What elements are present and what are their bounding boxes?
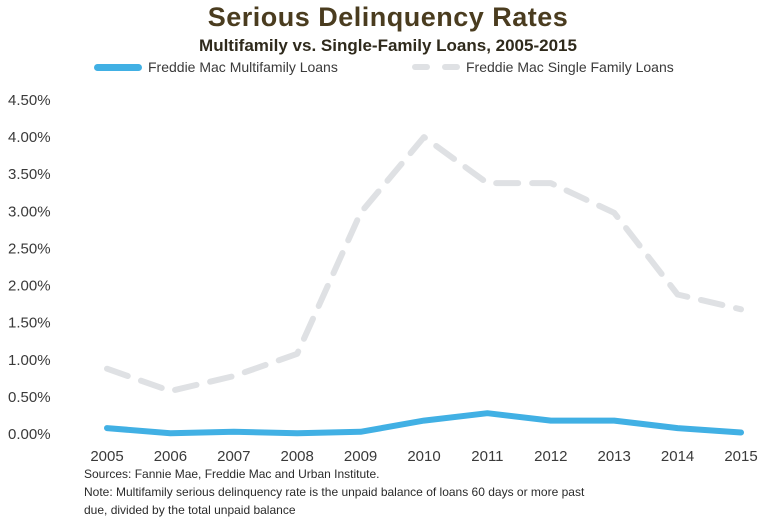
chart-title: Serious Delinquency Rates [207,2,569,32]
x-tick-label: 2011 [471,448,503,465]
series-line-single-family [104,134,744,394]
y-tick-label: 0.00% [8,426,51,443]
x-tick-label: 2007 [217,448,250,465]
x-tick-label: 2006 [154,448,187,465]
legend-item-multifamily: Freddie Mac Multifamily Loans [94,57,338,77]
y-tick-label: 3.50% [8,166,51,183]
x-tick-label: 2015 [724,448,757,465]
x-tick-label: 2012 [534,448,567,465]
y-tick-label: 4.50% [8,92,51,109]
x-tick-label: 2008 [281,448,314,465]
legend-swatch-multifamily [94,63,142,71]
y-tick-label: 2.00% [8,278,51,295]
y-tick-label: 2.50% [8,240,51,257]
series-line-multifamily [104,410,744,437]
chart-subtitle: Multifamily vs. Single-Family Loans, 200… [199,36,577,55]
definition-note-line-1: Note: Multifamily serious delinquency ra… [84,485,585,499]
y-tick-label: 3.00% [8,203,51,220]
y-tick-label: 4.00% [8,129,51,146]
legend-label-single-family: Freddie Mac Single Family Loans [466,59,674,75]
definition-note-line-2: due, divided by the total unpaid balance [84,503,296,517]
x-tick-label: 2009 [344,448,377,465]
y-tick-label: 1.50% [8,315,51,332]
y-tick-label: 0.50% [8,389,51,406]
chart-notes: Sources: Fannie Mae, Freddie Mac and Urb… [84,465,764,519]
sources-note: Sources: Fannie Mae, Freddie Mac and Urb… [84,467,380,481]
x-tick-label: 2014 [661,448,694,465]
legend-swatch-single-family [412,63,460,71]
legend: Freddie Mac Multifamily Loans Freddie Ma… [0,57,776,77]
x-tick-label: 2010 [407,448,440,465]
y-tick-label: 1.00% [8,352,51,369]
legend-label-multifamily: Freddie Mac Multifamily Loans [148,59,338,75]
x-tick-label: 2005 [90,448,123,465]
legend-item-single-family: Freddie Mac Single Family Loans [412,57,674,77]
x-tick-label: 2013 [598,448,631,465]
